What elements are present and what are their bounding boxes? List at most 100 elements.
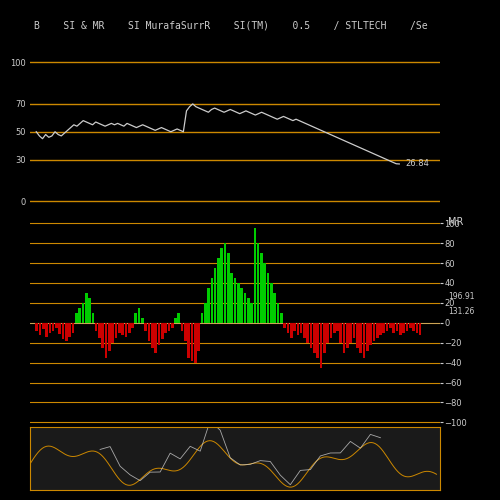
Bar (134, 313, 137, 323)
Bar (274, 293, 276, 323)
Bar (108, 323, 110, 350)
Bar (409, 323, 412, 328)
Bar (174, 318, 177, 323)
Bar (389, 323, 392, 328)
Bar (214, 268, 216, 323)
Bar (161, 323, 164, 338)
Bar (296, 323, 299, 335)
Bar (68, 323, 71, 337)
Bar (62, 323, 64, 338)
Bar (148, 323, 150, 340)
Bar (171, 323, 173, 328)
Bar (396, 323, 398, 331)
Bar (75, 313, 78, 323)
Bar (48, 323, 51, 333)
Bar (356, 323, 358, 347)
Bar (82, 303, 84, 323)
Bar (360, 323, 362, 352)
Bar (131, 323, 134, 328)
Bar (254, 228, 256, 323)
Bar (207, 288, 210, 323)
Bar (38, 323, 41, 335)
Bar (280, 313, 282, 323)
Bar (412, 323, 415, 331)
Bar (124, 323, 127, 337)
Bar (326, 323, 329, 342)
Bar (178, 313, 180, 323)
Bar (58, 323, 61, 334)
Bar (210, 278, 213, 323)
Bar (168, 323, 170, 331)
Bar (340, 323, 342, 342)
Bar (266, 273, 270, 323)
Bar (286, 323, 289, 333)
Bar (190, 323, 194, 360)
Bar (346, 323, 348, 347)
Bar (114, 323, 117, 338)
Bar (366, 323, 368, 350)
Bar (227, 253, 230, 323)
Text: B    SI & MR    SI MurafaSurrR    SI(TM)    0.5    / STLTECH    /Se: B SI & MR SI MurafaSurrR SI(TM) 0.5 / ST… (34, 20, 427, 30)
Bar (419, 323, 422, 335)
Bar (164, 323, 167, 333)
Bar (230, 273, 233, 323)
Bar (320, 323, 322, 368)
Bar (98, 323, 101, 338)
Bar (181, 323, 184, 331)
Bar (118, 323, 120, 333)
Bar (55, 323, 58, 328)
Bar (144, 323, 147, 331)
Bar (42, 323, 44, 329)
Bar (293, 323, 296, 331)
Bar (184, 323, 186, 340)
Bar (237, 283, 240, 323)
Bar (323, 323, 326, 352)
Bar (200, 313, 203, 323)
Bar (240, 288, 243, 323)
Bar (204, 303, 206, 323)
Bar (284, 323, 286, 328)
Bar (399, 323, 402, 335)
Bar (362, 323, 366, 358)
Bar (276, 303, 280, 323)
Bar (102, 323, 104, 347)
Bar (406, 323, 408, 331)
Bar (92, 313, 94, 323)
Bar (257, 243, 260, 323)
Text: MR: MR (448, 217, 464, 227)
Bar (270, 283, 272, 323)
Bar (234, 278, 236, 323)
Bar (224, 243, 226, 323)
Bar (122, 323, 124, 335)
Bar (151, 323, 154, 347)
Bar (316, 323, 319, 358)
Bar (36, 323, 38, 331)
Bar (313, 323, 316, 352)
Bar (386, 323, 388, 331)
Bar (416, 323, 418, 333)
Text: 196.91: 196.91 (448, 292, 474, 300)
Bar (372, 323, 375, 340)
Bar (300, 323, 302, 333)
Bar (128, 323, 130, 333)
Bar (392, 323, 395, 333)
Bar (220, 248, 223, 323)
Bar (158, 323, 160, 344)
Bar (65, 323, 68, 340)
Bar (352, 323, 356, 338)
Bar (333, 323, 336, 333)
Text: 131.26: 131.26 (448, 307, 474, 316)
Bar (264, 263, 266, 323)
Bar (85, 293, 87, 323)
Bar (306, 323, 309, 342)
Bar (260, 253, 263, 323)
Bar (78, 308, 81, 323)
Bar (250, 303, 253, 323)
Bar (343, 323, 345, 352)
Bar (382, 323, 385, 333)
Bar (350, 323, 352, 342)
Bar (336, 323, 339, 331)
Bar (95, 323, 98, 331)
Bar (310, 323, 312, 347)
Bar (247, 298, 250, 323)
